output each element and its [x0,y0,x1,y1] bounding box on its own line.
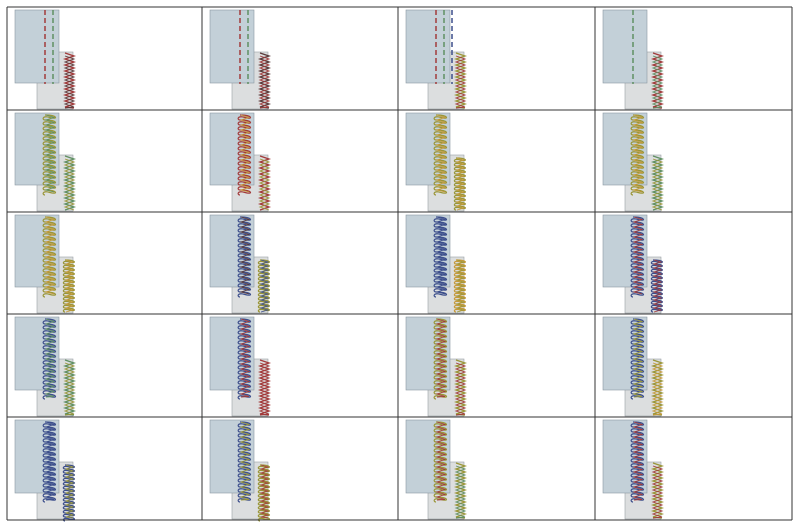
stitch [632,216,644,295]
stitch [632,421,644,501]
stitch [650,155,665,211]
stitch [64,464,75,519]
stitch [259,464,270,519]
upper-fabric [602,9,648,84]
stitch [632,114,644,193]
stitch [257,259,270,313]
upper-fabric [209,112,255,186]
upper-fabric [14,112,60,186]
stitch [453,259,466,313]
stitch [44,421,56,501]
stitch [63,362,76,416]
stitch [454,55,467,109]
stitch [650,259,663,313]
stitch [652,259,663,313]
stitch [44,318,56,398]
upper-fabric [14,214,60,288]
stitch [455,157,466,211]
stitch [63,158,76,211]
stitch [239,114,251,193]
upper-fabric [14,9,60,84]
stitch [454,362,467,416]
stitch [435,421,447,501]
stitch [62,155,77,211]
stitch [651,158,664,211]
upper-fabric [405,9,451,84]
stitch [435,114,447,193]
stitch [259,259,270,313]
stitch [651,362,664,416]
upper-fabric [405,214,451,288]
stitch [453,157,466,211]
upper-fabric [602,112,648,186]
stitch [239,318,251,398]
stitch [454,465,467,519]
stitch [257,155,272,211]
stitch [258,158,271,211]
stitch [435,318,447,398]
stitch [632,318,644,398]
stitch [435,216,447,295]
stitch [239,216,251,295]
upper-fabric [602,214,648,288]
stitch [455,259,466,313]
stitch [62,259,75,313]
upper-fabric [209,214,255,288]
upper-fabric [405,112,451,186]
stitch [258,55,271,109]
stitch [239,421,251,501]
stitch [44,216,56,295]
stitch [44,114,56,193]
stitch [63,55,76,109]
stitch [651,55,664,109]
stitch [64,259,75,313]
upper-fabric [209,9,255,84]
stitch [258,362,271,416]
stitch [651,465,664,519]
